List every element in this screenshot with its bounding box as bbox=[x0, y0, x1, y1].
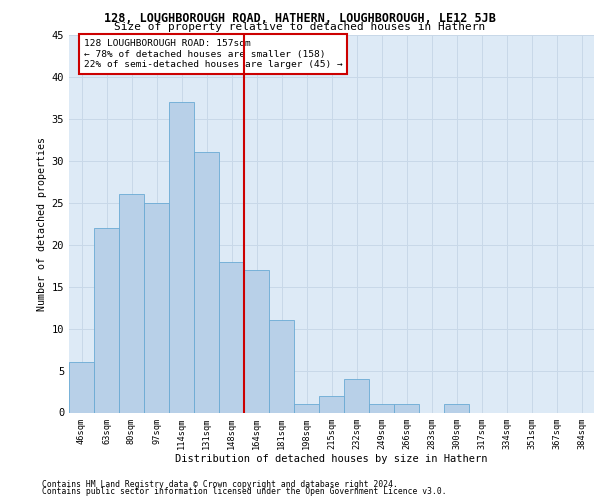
Bar bbox=[294, 404, 319, 412]
X-axis label: Distribution of detached houses by size in Hathern: Distribution of detached houses by size … bbox=[175, 454, 488, 464]
Bar bbox=[219, 262, 244, 412]
Text: 128 LOUGHBOROUGH ROAD: 157sqm
← 78% of detached houses are smaller (158)
22% of : 128 LOUGHBOROUGH ROAD: 157sqm ← 78% of d… bbox=[84, 39, 343, 69]
Bar bbox=[369, 404, 394, 412]
Bar bbox=[269, 320, 294, 412]
Bar bbox=[69, 362, 94, 412]
Text: Contains HM Land Registry data © Crown copyright and database right 2024.: Contains HM Land Registry data © Crown c… bbox=[42, 480, 398, 489]
Bar bbox=[94, 228, 119, 412]
Bar bbox=[244, 270, 269, 412]
Bar bbox=[194, 152, 219, 412]
Bar bbox=[119, 194, 144, 412]
Y-axis label: Number of detached properties: Number of detached properties bbox=[37, 136, 47, 310]
Bar bbox=[394, 404, 419, 412]
Bar bbox=[169, 102, 194, 412]
Bar bbox=[344, 379, 369, 412]
Bar bbox=[144, 203, 169, 412]
Text: Contains public sector information licensed under the Open Government Licence v3: Contains public sector information licen… bbox=[42, 487, 446, 496]
Bar bbox=[319, 396, 344, 412]
Text: 128, LOUGHBOROUGH ROAD, HATHERN, LOUGHBOROUGH, LE12 5JB: 128, LOUGHBOROUGH ROAD, HATHERN, LOUGHBO… bbox=[104, 12, 496, 24]
Bar bbox=[444, 404, 469, 412]
Text: Size of property relative to detached houses in Hathern: Size of property relative to detached ho… bbox=[115, 22, 485, 32]
